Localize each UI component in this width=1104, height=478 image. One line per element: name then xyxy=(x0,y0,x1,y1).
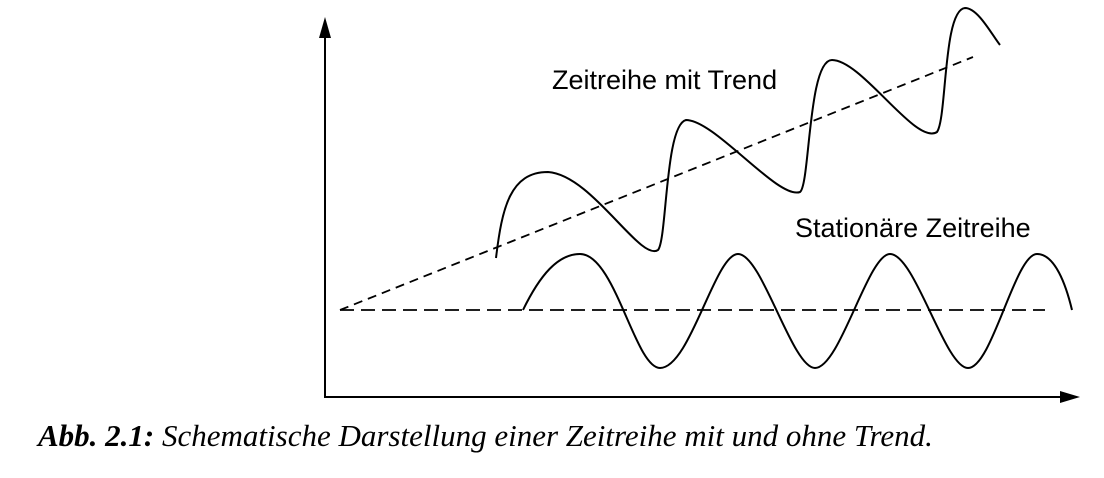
trend-line xyxy=(339,56,974,311)
stationary-series-curve xyxy=(522,252,1073,370)
trend-series-curve xyxy=(495,6,1001,259)
label-stationary-series: Stationäre Zeitreihe xyxy=(795,213,1031,243)
figure-caption: Abb. 2.1: Schematische Darstellung einer… xyxy=(38,418,933,454)
time-series-diagram: Zeitreihe mit Trend Stationäre Zeitreihe xyxy=(319,6,1080,403)
label-trend-series: Zeitreihe mit Trend xyxy=(552,65,777,95)
y-axis-arrowhead xyxy=(319,17,331,38)
x-axis-arrowhead xyxy=(1060,391,1080,403)
caption-label: Abb. 2.1: xyxy=(38,418,155,453)
caption-text: Schematische Darstellung einer Zeitreihe… xyxy=(154,418,933,453)
